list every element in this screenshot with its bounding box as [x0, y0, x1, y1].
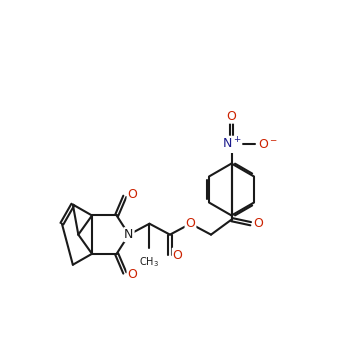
Text: CH$_3$: CH$_3$ — [139, 255, 160, 269]
Text: O$^-$: O$^-$ — [258, 138, 277, 151]
Text: O: O — [127, 188, 137, 201]
Text: O: O — [186, 217, 196, 230]
Text: N$^+$: N$^+$ — [222, 137, 241, 152]
Text: O: O — [227, 110, 237, 123]
Text: O: O — [127, 268, 137, 281]
Text: N: N — [124, 228, 134, 241]
Text: O: O — [253, 217, 263, 230]
Text: O: O — [173, 249, 183, 262]
